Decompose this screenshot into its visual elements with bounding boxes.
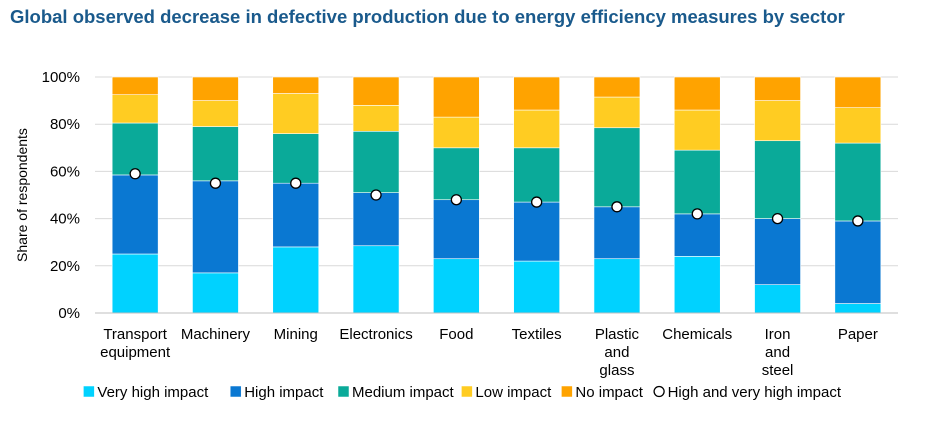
bar-segment — [593, 258, 641, 314]
bar-segment — [513, 76, 560, 111]
bar-segment — [352, 105, 400, 132]
bar-segment — [513, 260, 560, 314]
legend-label: Very high impact — [97, 384, 209, 401]
legend-swatch — [337, 385, 350, 398]
marker-point — [611, 201, 623, 213]
bar-segment — [673, 213, 721, 257]
x-category-label: steel — [762, 362, 794, 379]
x-category-label: Iron — [765, 326, 791, 343]
y-tick-label: 40% — [50, 211, 80, 228]
legend-label: High impact — [244, 384, 324, 401]
bar-segment — [834, 303, 882, 314]
bar-segment — [673, 149, 721, 215]
x-category-label: and — [765, 344, 790, 361]
marker-point — [531, 196, 543, 208]
x-category-label: equipment — [100, 344, 171, 361]
y-tick-label: 60% — [50, 163, 80, 180]
bar-segment — [192, 180, 239, 274]
y-tick-label: 20% — [50, 258, 80, 275]
bar-segment — [673, 76, 721, 111]
bar-segment — [433, 147, 480, 201]
legend-swatch — [83, 385, 95, 398]
bar-segment — [272, 133, 320, 184]
y-tick-label: 100% — [42, 69, 80, 86]
bar-segment — [754, 76, 801, 101]
x-category-label: Chemicals — [662, 326, 732, 343]
bar-segment — [834, 220, 882, 304]
x-category-label: Plastic — [595, 326, 640, 343]
x-category-label: Transport — [103, 326, 167, 343]
bar-segment — [433, 116, 480, 149]
legend-swatch — [561, 385, 573, 398]
bar-segment — [433, 199, 480, 260]
x-category-label: Textiles — [512, 326, 562, 343]
bar-segment — [192, 76, 239, 101]
bar-segment — [111, 76, 159, 96]
bar-segment — [673, 109, 721, 151]
bar-segment — [272, 182, 320, 248]
y-tick-label: 0% — [58, 305, 80, 322]
marker-point — [370, 189, 382, 201]
bar-segment — [272, 93, 320, 134]
x-category-label: Mining — [274, 326, 318, 343]
x-category-label: Electronics — [339, 326, 412, 343]
y-axis-label: Share of respondents — [14, 128, 30, 262]
legend-swatch — [229, 385, 242, 398]
y-tick-label: 80% — [50, 116, 80, 133]
bar-segment — [352, 192, 400, 247]
legend-marker — [653, 385, 665, 398]
marker-point — [209, 177, 222, 189]
bar-segment — [272, 76, 320, 94]
bar-segment — [834, 76, 882, 108]
bar-segment — [111, 94, 159, 124]
bar-segment — [352, 76, 400, 106]
bar-segment — [834, 107, 882, 144]
bar-segment — [192, 100, 239, 127]
bar-segment — [754, 100, 801, 142]
bar-segment — [754, 284, 801, 314]
bar-segment — [834, 142, 882, 222]
x-category-label: glass — [599, 362, 634, 379]
bar-segment — [513, 109, 560, 149]
bar-segment — [754, 140, 801, 219]
legend-label: Low impact — [475, 384, 552, 401]
bar-segment — [111, 253, 159, 314]
bar-segment — [272, 246, 320, 314]
marker-point — [129, 168, 141, 180]
legend-label: Medium impact — [352, 384, 455, 401]
legend-label: No impact — [575, 384, 643, 401]
legend-label: High and very high impact — [668, 384, 842, 401]
x-category-label: Paper — [838, 326, 878, 343]
x-category-label: and — [604, 344, 629, 361]
x-category-label: Food — [439, 326, 473, 343]
marker-point — [691, 208, 703, 220]
bar-segment — [593, 206, 641, 260]
bar-segment — [192, 126, 239, 182]
bar-segment — [192, 272, 239, 314]
bar-segment — [352, 130, 400, 193]
bar-segment — [111, 174, 159, 255]
legend-swatch — [461, 385, 473, 398]
bar-segment — [433, 76, 480, 118]
bar-segment — [754, 218, 801, 285]
bar-segment — [593, 76, 641, 98]
marker-point — [771, 212, 784, 225]
marker-point — [290, 177, 302, 189]
chart-title: Global observed decrease in defective pr… — [10, 6, 845, 27]
bar-segment — [593, 127, 641, 208]
bar-segment — [111, 122, 159, 176]
bar-segment — [352, 245, 400, 314]
bar-segment — [513, 201, 560, 262]
marker-point — [450, 194, 463, 206]
bar-segment — [433, 258, 480, 314]
marker-point — [852, 215, 864, 227]
bar-segment — [593, 96, 641, 129]
bar-segment — [513, 147, 560, 203]
bar-segment — [673, 256, 721, 314]
x-category-label: Machinery — [181, 326, 251, 343]
